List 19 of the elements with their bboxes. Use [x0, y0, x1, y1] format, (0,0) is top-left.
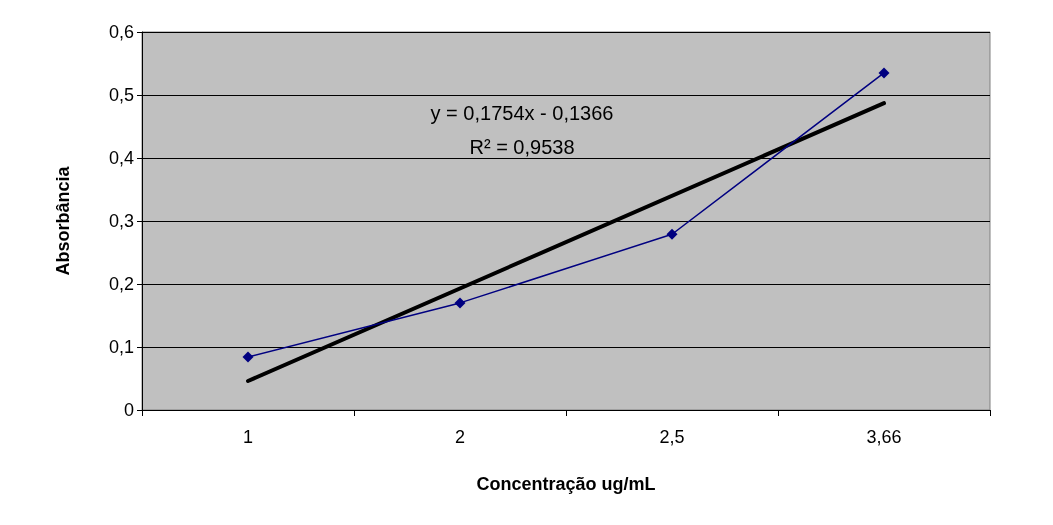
point — [878, 67, 890, 79]
x-tick-label: 2 — [454, 427, 466, 447]
y-tick-label: 0,6 — [108, 22, 134, 42]
x-tick-label: 2,5 — [659, 427, 685, 447]
y-tick-label: 0,3 — [108, 211, 134, 231]
point — [242, 351, 254, 363]
y-axis-title: Absorbância — [53, 165, 73, 276]
point — [454, 297, 466, 309]
y-tick-label: 0,2 — [108, 274, 134, 294]
x-axis-title: Concentração ug/mL — [476, 474, 656, 494]
x-tick-label: 3,66 — [866, 427, 902, 447]
y-tick-label: 0,4 — [108, 148, 134, 168]
annotation: R² = 0,9538 — [469, 136, 575, 158]
point — [666, 228, 678, 240]
annotation: y = 0,1754x - 0,1366 — [430, 102, 614, 124]
y-tick-label: 0,5 — [108, 85, 134, 105]
y-tick-label: 0 — [123, 400, 134, 420]
y-tick-label: 0,1 — [108, 337, 134, 357]
x-tick-label: 1 — [242, 427, 254, 447]
